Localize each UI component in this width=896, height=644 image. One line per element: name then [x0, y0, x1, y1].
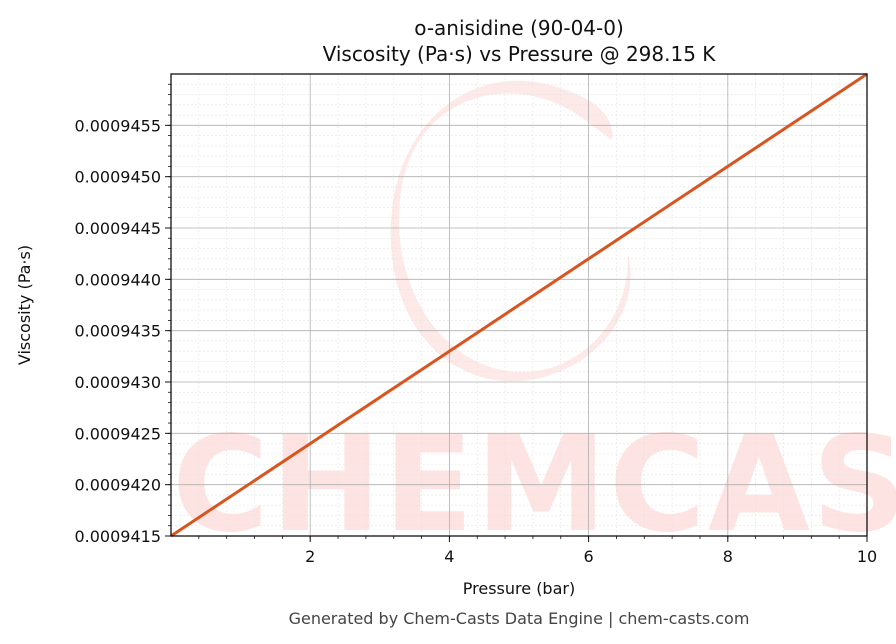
x-axis-label: Pressure (bar)	[463, 579, 575, 598]
y-tick-label: 0.0009455	[74, 116, 161, 135]
y-tick-label: 0.0009450	[74, 168, 161, 187]
chart-title: o-anisidine (90-04-0)	[414, 16, 624, 40]
footer-credit: Generated by Chem-Casts Data Engine | ch…	[289, 609, 750, 628]
series-layer	[170, 72, 868, 538]
x-tick-label: 10	[857, 547, 877, 566]
y-tick-label: 0.0009420	[74, 476, 161, 495]
chart-subtitle: Viscosity (Pa·s) vs Pressure @ 298.15 K	[323, 42, 717, 66]
y-axis-label: Viscosity (Pa·s)	[15, 245, 34, 365]
y-tick-label: 0.0009435	[74, 322, 161, 341]
y-tick-label: 0.0009445	[74, 219, 161, 238]
tick-labels: 2 4 6 8 10 0.0009415 0.0009420 0.0009425 0.00094…	[74, 116, 877, 566]
plot-frame	[170, 73, 868, 537]
y-tick-label: 0.0009430	[74, 373, 161, 392]
chemcasts-watermark: CHEMCASTS	[172, 80, 896, 562]
axis-ticks	[165, 83, 868, 542]
series-line	[170, 72, 868, 538]
y-tick-label: 0.0009440	[74, 270, 161, 289]
x-tick-label: 8	[723, 547, 733, 566]
y-tick-label: 0.0009425	[74, 424, 161, 443]
watermark-swirl-icon	[390, 80, 631, 382]
x-tick-label: 6	[584, 547, 594, 566]
x-tick-label: 2	[305, 547, 315, 566]
x-tick-label: 4	[444, 547, 454, 566]
y-tick-label: 0.0009415	[74, 527, 161, 546]
